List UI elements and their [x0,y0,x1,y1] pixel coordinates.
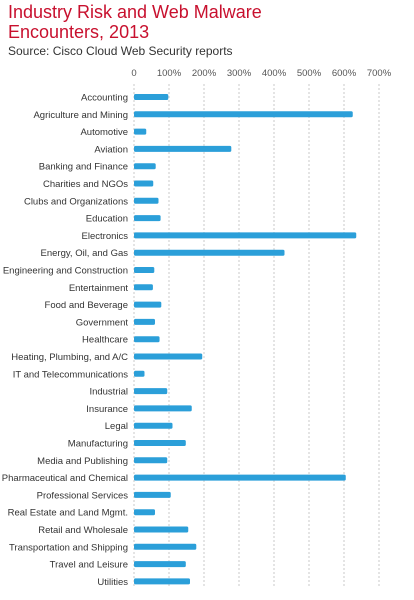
category-label: Agriculture and Mining [33,110,128,121]
bar [134,474,346,481]
x-tick-label: 700% [367,68,392,79]
category-label: Media and Publishing [37,456,128,467]
bar [134,491,171,498]
category-label: Food and Beverage [45,300,128,311]
bar [134,578,190,585]
category-label: Transportation and Shipping [9,542,128,553]
chart-title-line-2: Encounters, 2013 [8,22,150,42]
category-label: Banking and Finance [39,162,128,173]
category-label: Utilities [97,577,128,588]
bar [134,370,145,377]
category-label: Education [86,214,128,225]
bar [134,353,203,360]
category-label: Heating, Plumbing, and A/C [11,352,128,363]
bar [134,163,156,170]
category-label: Charities and NGOs [43,179,128,190]
x-tick-label: 600% [332,68,357,79]
x-tick-label: 200% [192,68,217,79]
bar [134,94,169,100]
category-label: Industrial [89,387,128,398]
bar [134,232,357,239]
x-tick-label: 100% [157,68,182,79]
bar [134,561,186,568]
bar [134,543,197,550]
bar [134,215,161,222]
bar [134,405,192,412]
x-tick-label: 0 [131,68,136,79]
bar [134,128,147,135]
category-label: Clubs and Organizations [24,196,128,207]
bar [134,267,155,273]
chart-title-line-1: Industry Risk and Web Malware [8,2,262,22]
x-tick-label: 300% [227,68,252,79]
bar [134,284,153,291]
category-label: Aviation [94,144,128,155]
category-label: Energy, Oil, and Gas [41,248,129,259]
bar [134,197,159,204]
category-label: Insurance [86,404,128,415]
category-label: Government [76,317,129,328]
category-label: Engineering and Construction [3,266,128,277]
bar [134,180,154,187]
category-label: Automotive [80,127,128,138]
chart-title: Industry Risk and Web Malware Encounters… [8,2,408,42]
bar [134,301,162,308]
category-label: Real Estate and Land Mgmt. [8,508,128,519]
category-label: Pharmaceutical and Chemical [2,473,128,484]
category-label: Accounting [81,93,128,104]
bar [134,336,160,343]
bar [134,440,186,446]
bar [134,388,168,395]
bar [134,318,155,325]
x-tick-label: 500% [297,68,322,79]
bar [134,249,285,256]
bar [134,509,155,516]
category-label: Travel and Leisure [50,560,128,571]
bar [134,457,168,464]
category-label: Legal [105,421,128,432]
category-label: Electronics [82,231,129,242]
bar [134,526,189,533]
bar [134,422,173,429]
category-label: Healthcare [82,335,128,346]
category-label: Entertainment [69,283,129,294]
category-label: Professional Services [37,490,129,501]
category-label: Retail and Wholesale [38,525,128,536]
bar [134,111,353,118]
category-label: Manufacturing [68,439,128,450]
category-label: IT and Telecommunications [13,369,129,380]
chart-subtitle: Source: Cisco Cloud Web Security reports [8,44,233,58]
bar [134,145,232,152]
x-tick-label: 400% [262,68,287,79]
